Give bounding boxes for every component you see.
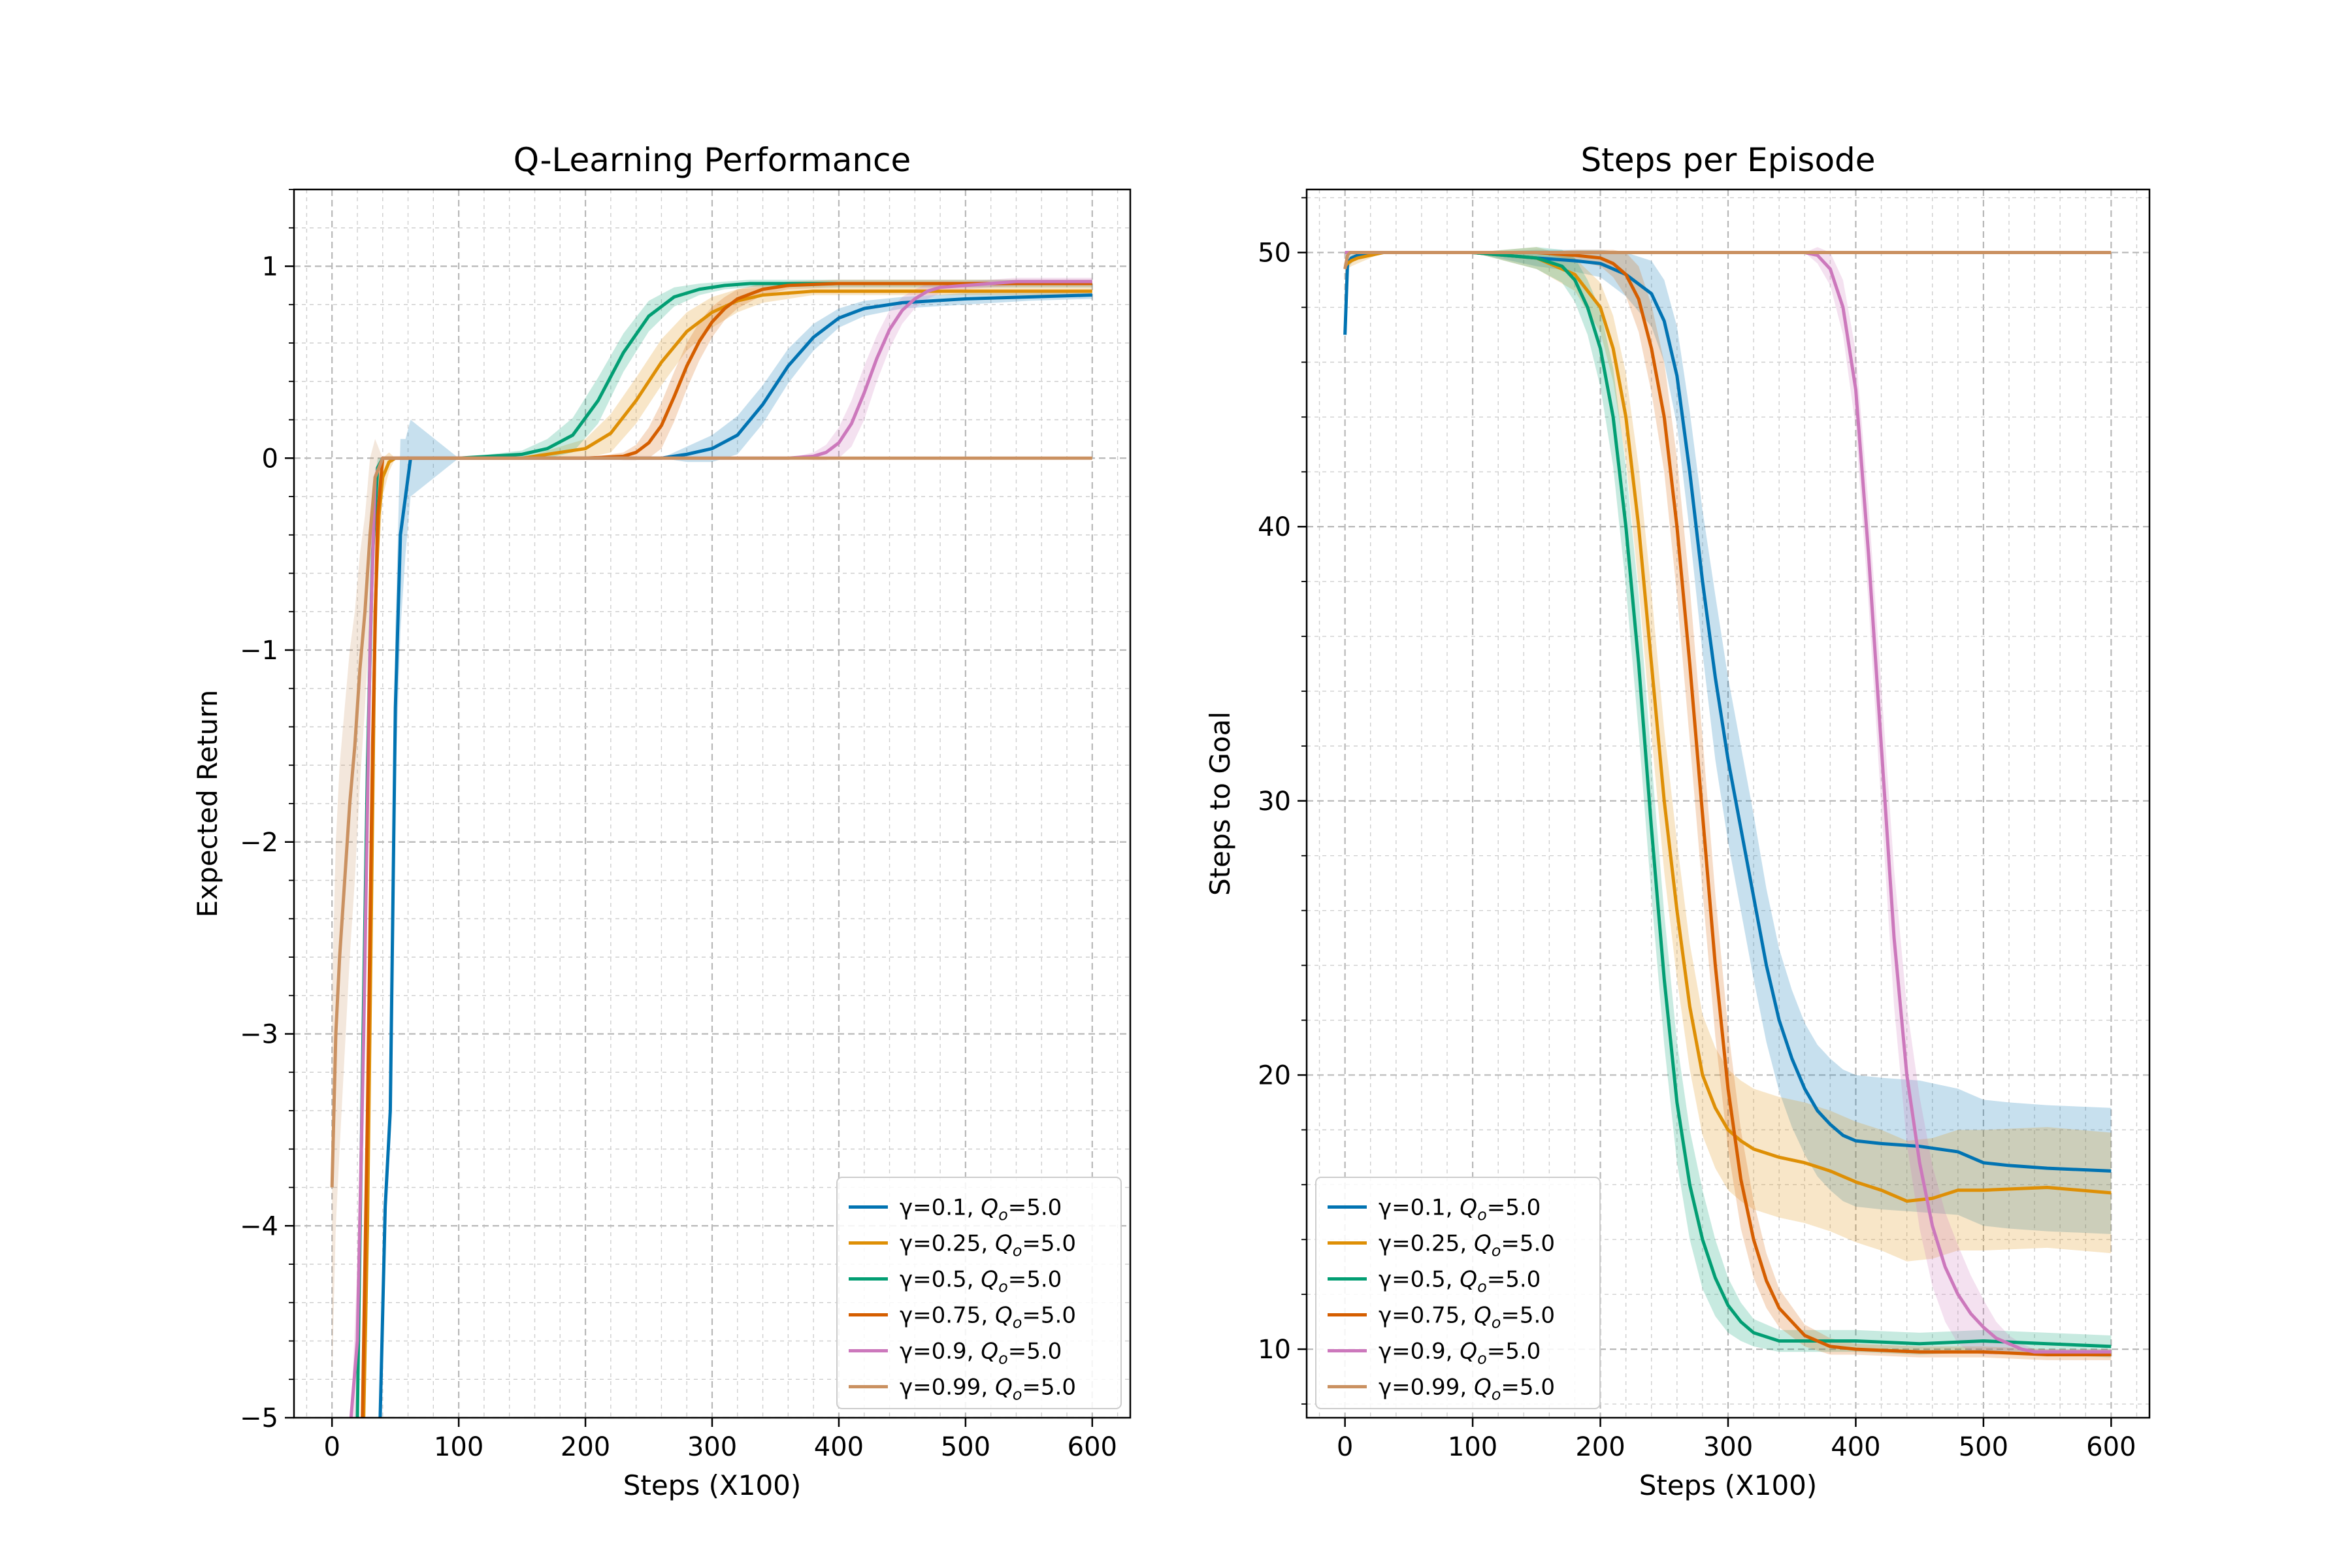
legend-label: γ=0.25, Qo=5.0 — [900, 1231, 1076, 1260]
y-tick-label: 10 — [1258, 1335, 1291, 1365]
legend-label: γ=0.9, Qo=5.0 — [900, 1339, 1062, 1368]
x-tick-label: 400 — [1831, 1432, 1880, 1462]
series-lines — [1343, 251, 2112, 1356]
y-tick-label: 1 — [262, 252, 278, 282]
legend: γ=0.1, Qo=5.0 γ=0.25, Qo=5.0 γ=0.5, Qo=5.0… — [1315, 1177, 1601, 1409]
grid — [294, 189, 1130, 1419]
x-tick-label: 500 — [1959, 1432, 2008, 1462]
confidence-bands — [1345, 247, 2112, 1360]
axis-ticks: 0 100 200 300 400 500 600 −5 −4 −3 −2 −1 0 1 — [240, 189, 1117, 1462]
series-5-line — [1343, 251, 2112, 270]
series-5-line — [330, 456, 1092, 1188]
y-tick-label: −2 — [240, 828, 278, 858]
legend-label: γ=0.1, Qo=5.0 — [900, 1195, 1062, 1224]
legend-box — [836, 1177, 1122, 1409]
y-tick-label: 40 — [1258, 512, 1291, 542]
legend-box — [1315, 1177, 1601, 1409]
x-tick-label: 100 — [434, 1432, 483, 1462]
y-tick-label: −4 — [240, 1211, 278, 1241]
legend-label: γ=0.75, Qo=5.0 — [900, 1303, 1076, 1332]
legend-label: γ=0.99, Qo=5.0 — [900, 1375, 1076, 1404]
y-tick-label: 30 — [1258, 787, 1291, 817]
x-tick-label: 200 — [561, 1432, 610, 1462]
y-axis-label: Expected Return — [191, 690, 223, 918]
steps-per-episode-panel: 0 100 200 300 400 500 600 10 20 30 40 50 Steps per … — [1204, 141, 2151, 1501]
y-tick-label: −1 — [240, 636, 278, 666]
y-tick-label: −5 — [240, 1403, 278, 1433]
y-tick-label: 20 — [1258, 1060, 1291, 1090]
series-lines — [330, 280, 1092, 1418]
legend: γ=0.1, Qo=5.0 γ=0.25, Qo=5.0 γ=0.5, Qo=5.0… — [836, 1177, 1122, 1409]
x-tick-label: 600 — [2086, 1432, 2136, 1462]
y-tick-label: 0 — [262, 444, 278, 474]
legend-label: γ=0.75, Qo=5.0 — [1379, 1303, 1555, 1332]
chart-title: Steps per Episode — [1580, 141, 1875, 179]
legend-label: γ=0.1, Qo=5.0 — [1379, 1195, 1541, 1224]
x-tick-label: 0 — [1337, 1432, 1353, 1462]
q-learning-performance-panel: 0 100 200 300 400 500 600 −5 −4 −3 −2 −1 0 1 Q-Learni… — [191, 141, 1132, 1501]
y-tick-label: −3 — [240, 1020, 278, 1050]
x-tick-label: 100 — [1448, 1432, 1497, 1462]
legend-label: γ=0.25, Qo=5.0 — [1379, 1231, 1555, 1260]
series-0-band — [1345, 250, 2112, 1234]
chart-title: Q-Learning Performance — [514, 141, 911, 179]
legend-label: γ=0.9, Qo=5.0 — [1379, 1339, 1541, 1368]
x-axis-label: Steps (X100) — [623, 1469, 802, 1501]
axis-ticks: 0 100 200 300 400 500 600 10 20 30 40 50 — [1258, 197, 2136, 1462]
x-tick-label: 300 — [1703, 1432, 1753, 1462]
y-tick-label: 50 — [1258, 238, 1291, 269]
series-3-line — [361, 282, 1092, 1418]
legend-label: γ=0.5, Qo=5.0 — [900, 1267, 1062, 1296]
legend-label: γ=0.5, Qo=5.0 — [1379, 1267, 1541, 1296]
x-tick-label: 400 — [814, 1432, 864, 1462]
x-tick-label: 600 — [1068, 1432, 1117, 1462]
legend-label: γ=0.99, Qo=5.0 — [1379, 1375, 1555, 1404]
x-tick-label: 500 — [941, 1432, 990, 1462]
x-tick-label: 0 — [323, 1432, 340, 1462]
x-axis-label: Steps (X100) — [1639, 1469, 1818, 1501]
x-tick-label: 300 — [687, 1432, 737, 1462]
series-1-band — [1345, 247, 2112, 1262]
y-axis-label: Steps to Goal — [1204, 711, 1236, 896]
series-3-band — [1345, 250, 2112, 1360]
x-tick-label: 200 — [1575, 1432, 1625, 1462]
